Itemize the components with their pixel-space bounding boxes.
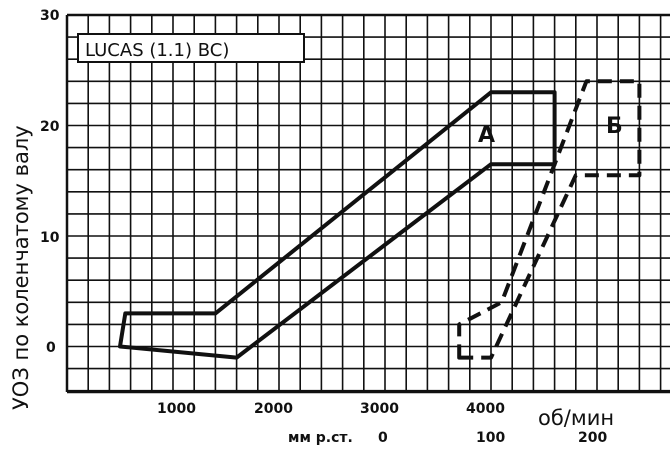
series-b-curve (457, 79, 642, 360)
y-tick-0: 0 (46, 340, 56, 356)
chart-curves (118, 79, 642, 360)
y-axis-title: УОЗ по коленчатому валу (9, 125, 33, 410)
series-label-a: А (478, 123, 495, 148)
x-axis-unit: об/мин (538, 406, 614, 430)
title-box-frame (77, 33, 305, 63)
secondary-tick-0: 0 (378, 430, 388, 446)
series-label-b: Б (606, 114, 623, 139)
x-tick-2000: 2000 (254, 401, 293, 417)
x-tick-1000: 1000 (157, 401, 196, 417)
y-tick-10: 10 (40, 230, 60, 246)
chart-title: LUCAS (1.1) BC) (85, 40, 229, 61)
secondary-tick-100: 100 (476, 430, 505, 446)
x-tick-4000: 4000 (466, 401, 505, 417)
title-box: LUCAS (1.1) BC) (77, 33, 305, 63)
y-tick-30: 30 (40, 8, 60, 24)
secondary-axis-title: мм р.ст. (288, 430, 353, 446)
secondary-tick-200: 200 (578, 430, 607, 446)
x-tick-3000: 3000 (360, 401, 399, 417)
y-tick-20: 20 (40, 119, 60, 135)
chart-grid (65, 13, 670, 394)
